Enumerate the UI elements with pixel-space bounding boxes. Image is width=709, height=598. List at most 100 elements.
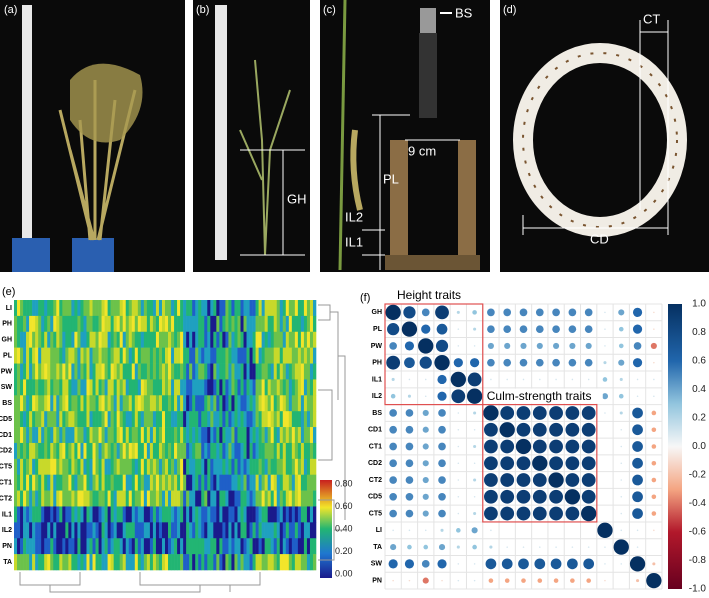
correlation-circle [499, 422, 515, 438]
correlation-circle [555, 546, 557, 548]
correlation-circle [440, 528, 444, 532]
correlation-circle [568, 325, 577, 333]
correlation-circle [423, 544, 429, 550]
correlation-circle [651, 494, 657, 500]
correlation-circle [581, 439, 596, 454]
correlation-circle [438, 509, 446, 518]
correlation-circle [552, 325, 560, 333]
correlation-circle [522, 378, 525, 381]
correlation-circle [500, 406, 515, 420]
colorbar-tick-label: 0.6 [692, 356, 706, 367]
row-label: CD1 [368, 427, 382, 434]
correlation-circle [651, 444, 657, 449]
correlation-circle [503, 358, 512, 367]
correlation-circle [539, 378, 541, 381]
correlation-circle [504, 342, 511, 349]
row-label: CT5 [369, 510, 382, 517]
correlation-circle [405, 476, 414, 484]
correlation-circle [587, 546, 590, 548]
correlation-circle [473, 478, 477, 482]
correlation-circle [632, 441, 643, 452]
correlation-circle [392, 579, 394, 582]
row-label: SW [371, 561, 383, 568]
correlation-circle [620, 479, 623, 481]
correlation-circle [484, 439, 498, 454]
colorbar-tick-label: 0.8 [692, 327, 706, 338]
correlation-circle [405, 492, 414, 501]
correlation-circle [653, 328, 655, 330]
correlation-circle [500, 439, 515, 454]
correlation-circle [407, 394, 411, 398]
correlation-circle [435, 339, 449, 353]
correlation-circle [636, 546, 639, 548]
correlation-circle [548, 472, 564, 488]
correlation-circle [473, 327, 477, 331]
row-label: CT2 [0, 495, 12, 502]
correlation-circle [422, 460, 429, 467]
row-label: CD2 [368, 460, 382, 467]
correlation-circle [418, 338, 434, 354]
correlation-circle [532, 439, 547, 454]
correlation-circle [604, 412, 606, 414]
colorbar-tick-label: 0.0 [692, 441, 706, 452]
correlation-circle [653, 361, 655, 364]
correlation-circle [457, 496, 460, 498]
correlation-circle [457, 328, 460, 330]
panel-label: (a) [4, 4, 17, 16]
row-label: PW [1, 368, 13, 375]
correlation-circle [424, 529, 427, 532]
heatmap-panel: (e) LI PH GH PL PW SW BS CD5 CD1 CD2 CT5 CT1 CT2 IL1 I… [0, 286, 353, 593]
row-label: CD2 [0, 448, 12, 455]
correlation-circle [500, 489, 515, 504]
correlation-circle [604, 345, 606, 347]
correlation-circle [483, 405, 499, 421]
correlation-circle [571, 378, 574, 381]
correlation-circle [518, 558, 529, 570]
photo-d: (d) CT CD [500, 0, 709, 272]
correlation-circle [389, 476, 397, 484]
correlation-circle [437, 374, 447, 385]
row-label: PN [372, 577, 382, 584]
correlation-circle [620, 512, 623, 515]
correlation-circle [473, 345, 476, 347]
correlation-circle [569, 342, 576, 349]
correlation-circle [604, 328, 606, 330]
group-box [482, 403, 598, 523]
row-label: SW [1, 384, 13, 391]
correlation-circle [421, 324, 431, 334]
correlation-circle [436, 323, 448, 335]
correlation-circle [438, 425, 446, 434]
dendrogram [19, 572, 261, 593]
correlation-circle [441, 579, 443, 582]
correlation-circle [618, 393, 624, 399]
correlation-circle [601, 393, 609, 400]
correlation-circle [539, 546, 541, 548]
correlation-circle [581, 422, 596, 437]
correlation-circle [457, 462, 460, 465]
correlation-circle [581, 473, 596, 487]
correlation-circle [407, 544, 412, 550]
correlation-circle [653, 395, 655, 397]
photo-b: (b) GH [193, 0, 310, 272]
correlation-circle [620, 445, 623, 448]
correlation-circle [581, 505, 597, 522]
correlation-circle [457, 345, 460, 347]
panel-label: (f) [360, 292, 370, 304]
correlation-circle [516, 422, 531, 437]
correlation-circle [422, 493, 429, 500]
correlation-circle [532, 455, 548, 471]
panel-label: (b) [196, 4, 209, 16]
correlation-circle [516, 489, 531, 504]
correlation-circle [571, 546, 574, 548]
row-label: TA [373, 544, 382, 551]
correlation-circle [565, 422, 580, 437]
correlation-circle [487, 325, 495, 333]
correlation-circle [515, 438, 532, 455]
correlation-circle [457, 579, 460, 582]
correlation-circle [437, 391, 447, 401]
correlation-circle [489, 545, 493, 549]
correlation-circle [613, 539, 629, 555]
correlation-circle [504, 578, 510, 583]
correlation-circle [633, 342, 642, 350]
